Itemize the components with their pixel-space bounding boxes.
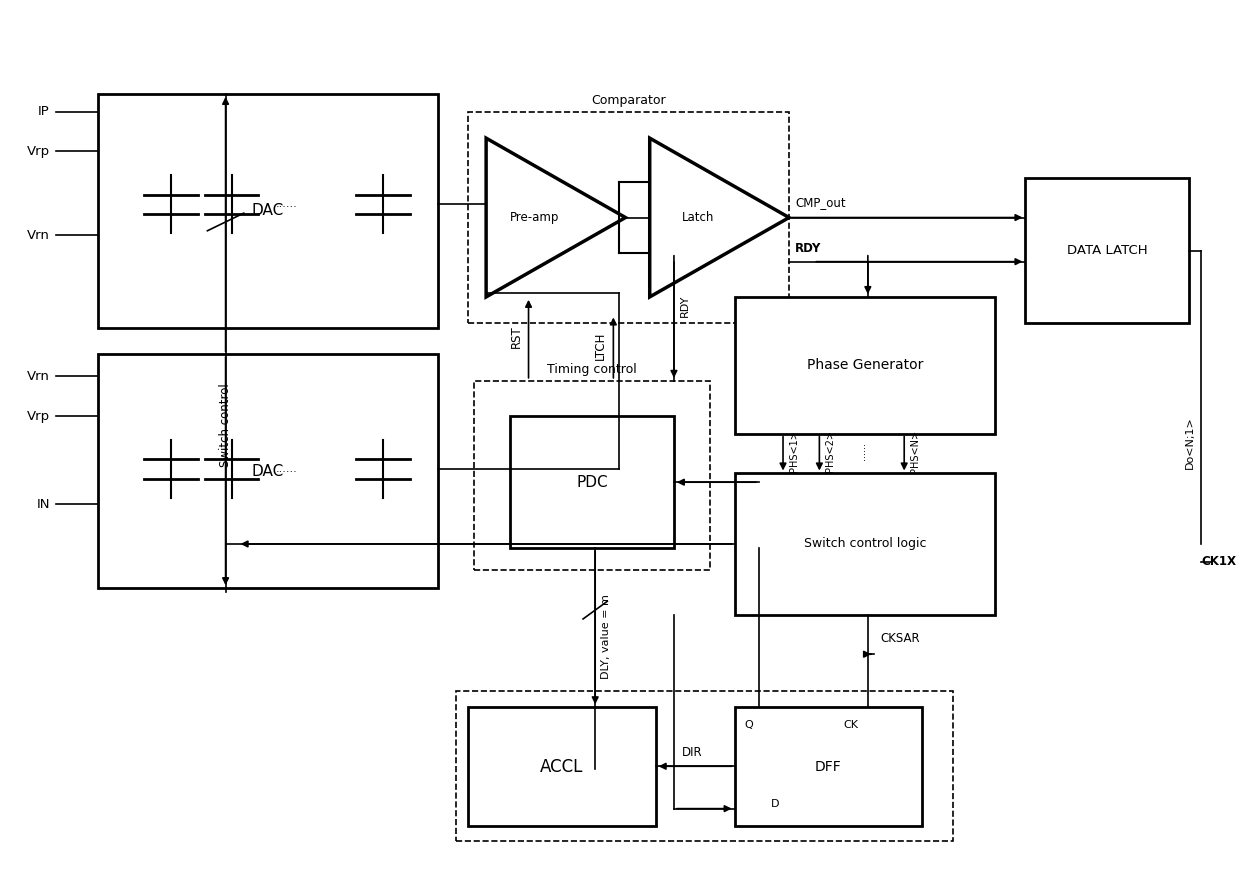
- Text: PDC: PDC: [577, 474, 608, 489]
- Text: Do<N;1>: Do<N;1>: [1185, 416, 1195, 469]
- Text: D: D: [771, 798, 780, 809]
- Text: Pre-amp: Pre-amp: [510, 211, 559, 224]
- Text: CKSAR: CKSAR: [880, 633, 920, 645]
- Text: ......: ......: [275, 464, 298, 474]
- Text: DFF: DFF: [815, 759, 842, 773]
- Text: Phase Generator: Phase Generator: [807, 358, 923, 373]
- Text: PHS<2>: PHS<2>: [826, 430, 836, 473]
- Text: RDY: RDY: [795, 242, 822, 255]
- Text: Timing control: Timing control: [547, 364, 637, 376]
- FancyBboxPatch shape: [98, 354, 438, 588]
- FancyBboxPatch shape: [734, 297, 994, 434]
- Text: Switch control logic: Switch control logic: [804, 537, 926, 550]
- Text: RST: RST: [510, 326, 522, 348]
- Text: Vrn: Vrn: [27, 370, 50, 383]
- Text: DAC: DAC: [252, 464, 284, 479]
- Text: RDY: RDY: [680, 295, 689, 317]
- Text: DIR: DIR: [682, 746, 702, 759]
- Text: Q: Q: [744, 720, 753, 730]
- FancyBboxPatch shape: [734, 707, 923, 827]
- Text: Vrn: Vrn: [27, 228, 50, 242]
- Text: DATA LATCH: DATA LATCH: [1066, 244, 1147, 258]
- Text: PHS<N>: PHS<N>: [910, 430, 920, 473]
- FancyBboxPatch shape: [1025, 178, 1189, 323]
- Text: DAC: DAC: [252, 204, 284, 219]
- FancyBboxPatch shape: [467, 707, 656, 827]
- Text: Vrp: Vrp: [27, 410, 50, 422]
- FancyBboxPatch shape: [734, 473, 994, 614]
- FancyBboxPatch shape: [98, 94, 438, 327]
- Text: Vrp: Vrp: [27, 145, 50, 158]
- FancyBboxPatch shape: [511, 416, 675, 549]
- Text: Latch: Latch: [682, 211, 714, 224]
- Text: Comparator: Comparator: [591, 95, 666, 107]
- Text: LTCH: LTCH: [594, 331, 608, 359]
- Text: CK: CK: [843, 720, 858, 730]
- Text: IN: IN: [36, 497, 50, 511]
- Text: IP: IP: [38, 105, 50, 119]
- Text: ACCL: ACCL: [541, 758, 584, 776]
- Text: ......: ......: [857, 442, 867, 460]
- Text: DLY, value = m: DLY, value = m: [601, 594, 611, 679]
- Text: ......: ......: [275, 199, 298, 209]
- Text: CMP_out: CMP_out: [795, 196, 846, 209]
- Text: CK1X: CK1X: [1202, 555, 1236, 568]
- Text: Switch control: Switch control: [219, 383, 232, 466]
- Text: PHS<1>: PHS<1>: [789, 430, 799, 473]
